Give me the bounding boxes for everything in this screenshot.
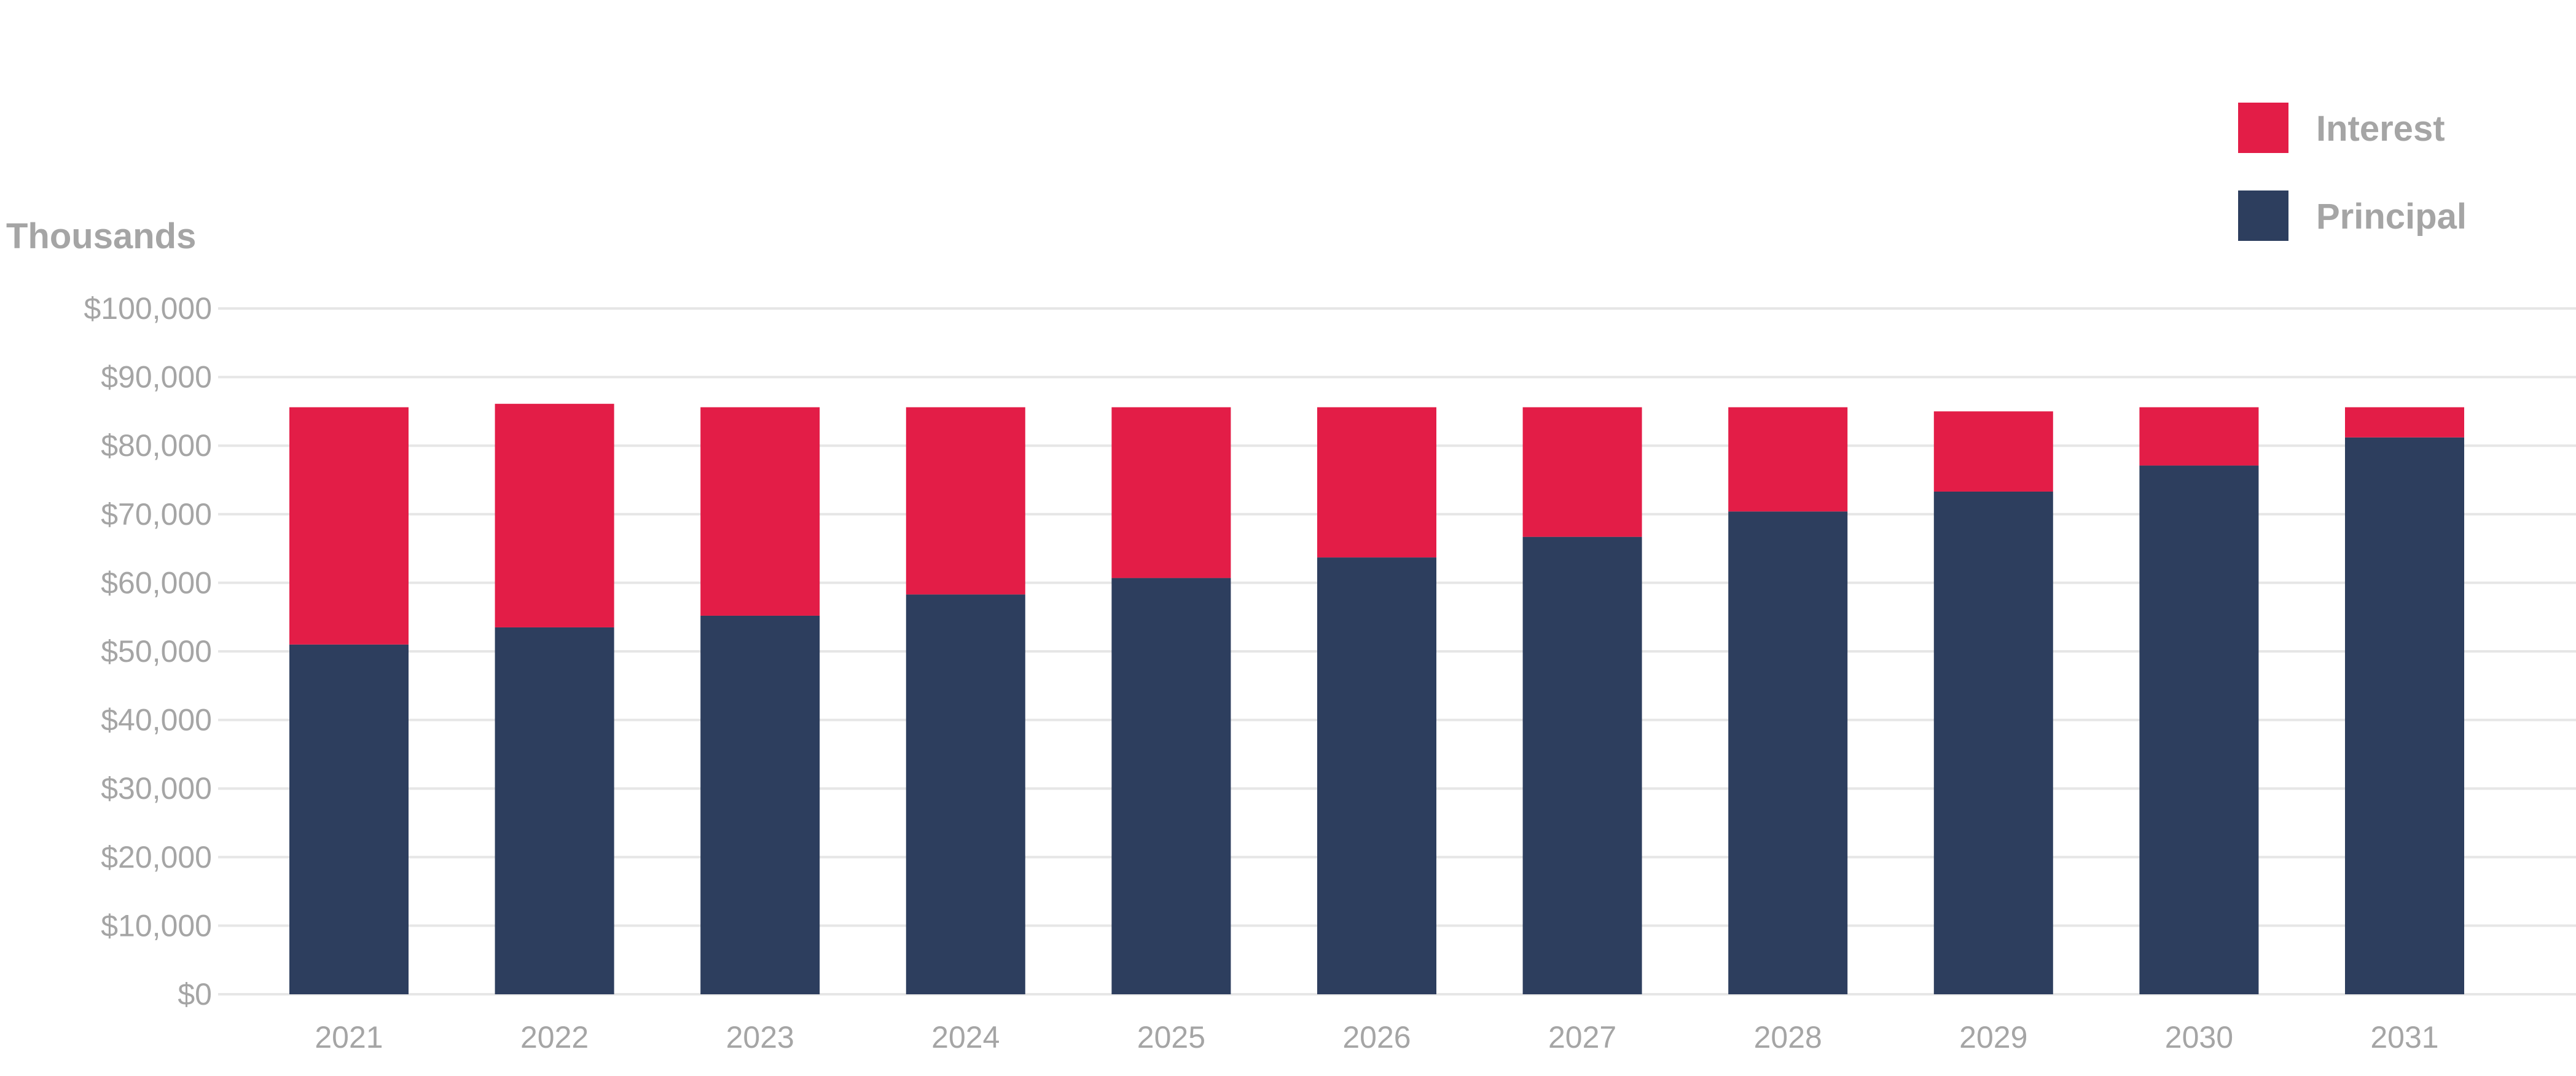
x-tick-label: 2024: [931, 1020, 1000, 1054]
y-tick-label: $90,000: [101, 360, 212, 395]
y-tick-label: $70,000: [101, 497, 212, 532]
y-tick-label: $40,000: [101, 703, 212, 737]
x-axis-ticks: 2021 2022 2023 2024 2025 2026 2027 2028 2029 2030…: [315, 1020, 2438, 1054]
bar-principal-2025: [1111, 578, 1231, 994]
bar-principal-2027: [1522, 536, 1642, 994]
bar-interest-2025: [1111, 407, 1231, 578]
bar-interest-2030: [2139, 407, 2259, 466]
legend: Interest Principal: [2238, 103, 2467, 241]
bar-principal-2031: [2345, 437, 2464, 994]
bar-principal-2026: [1317, 557, 1436, 994]
bar-interest-2023: [700, 407, 820, 616]
bar-interest-2022: [495, 404, 614, 627]
y-tick-label: $10,000: [101, 908, 212, 943]
legend-swatch-principal: [2238, 190, 2288, 241]
legend-label-principal: Principal: [2316, 197, 2467, 237]
bar-principal-2024: [906, 594, 1025, 994]
bar-principal-2021: [289, 644, 409, 994]
bar-principal-2028: [1728, 511, 1848, 994]
y-tick-label: $80,000: [101, 428, 212, 463]
bar-interest-2028: [1728, 407, 1848, 512]
y-axis-ticks: $0 $10,000 $20,000 $30,000 $40,000 $50,000 $60…: [84, 291, 212, 1011]
bar-interest-2029: [1933, 411, 2053, 492]
bar-principal-2030: [2139, 465, 2259, 994]
y-tick-label: $20,000: [101, 840, 212, 874]
bar-interest-2027: [1522, 407, 1642, 537]
bar-principal-2029: [1933, 491, 2053, 994]
bar-interest-2031: [2345, 407, 2464, 438]
y-axis-title: Thousands: [6, 216, 196, 256]
y-tick-label: $30,000: [101, 771, 212, 806]
x-tick-label: 2022: [520, 1020, 589, 1054]
x-tick-label: 2029: [1959, 1020, 2027, 1054]
x-tick-label: 2023: [726, 1020, 794, 1054]
bar-interest-2024: [906, 407, 1025, 595]
legend-swatch-interest: [2238, 103, 2288, 153]
bar-principal-2023: [700, 615, 820, 994]
bar-interest-2026: [1317, 407, 1436, 558]
x-tick-label: 2025: [1137, 1020, 1205, 1054]
x-tick-label: 2030: [2165, 1020, 2233, 1054]
legend-label-interest: Interest: [2316, 109, 2445, 149]
y-tick-label: $0: [178, 977, 212, 1011]
y-tick-label: $50,000: [101, 634, 212, 669]
y-tick-label: $100,000: [84, 291, 212, 326]
x-tick-label: 2027: [1548, 1020, 1616, 1054]
x-tick-label: 2026: [1342, 1020, 1411, 1054]
y-tick-label: $60,000: [101, 565, 212, 600]
bars: [289, 404, 2464, 994]
x-tick-label: 2031: [2370, 1020, 2438, 1054]
x-tick-label: 2028: [1754, 1020, 1822, 1054]
x-tick-label: 2021: [315, 1020, 383, 1054]
bar-principal-2022: [495, 627, 614, 994]
bar-interest-2021: [289, 407, 409, 645]
